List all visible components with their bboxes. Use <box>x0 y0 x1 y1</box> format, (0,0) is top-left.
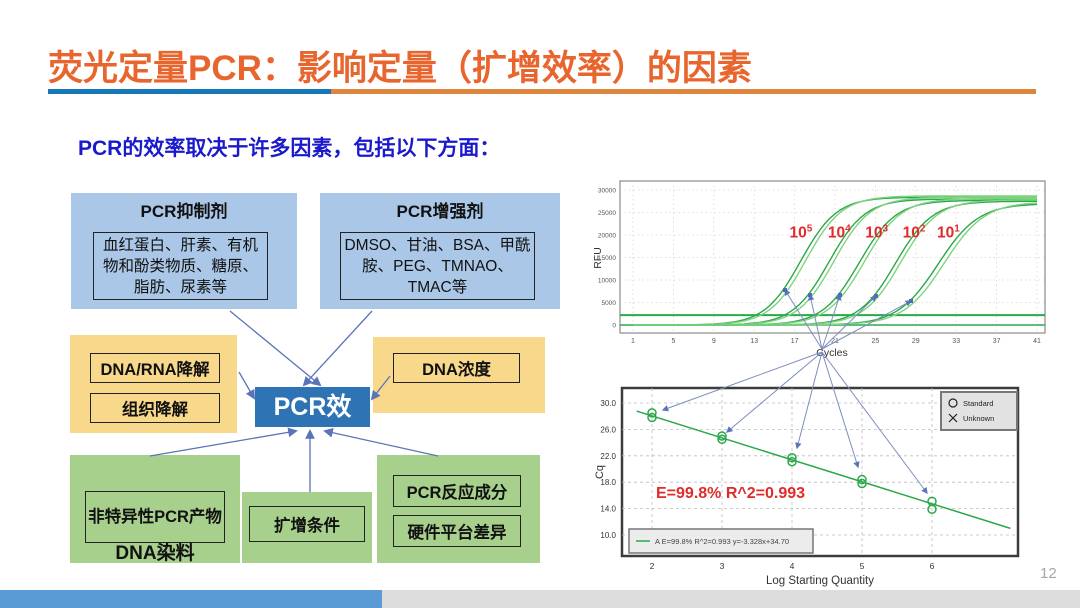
label-dna-dye: DNA染料 <box>115 543 195 564</box>
box-nonspecific-products: 非特异性PCR产物 <box>70 455 240 563</box>
svg-text:6: 6 <box>930 561 935 571</box>
box-degradation: DNA/RNA降解 组织降解 <box>70 335 237 433</box>
svg-text:Standard: Standard <box>963 399 993 408</box>
svg-text:17: 17 <box>791 338 799 345</box>
subtitle: PCR的效率取决于许多因素，包括以下方面： <box>78 137 501 160</box>
svg-text:103: 103 <box>865 223 888 241</box>
svg-text:105: 105 <box>790 223 813 241</box>
box-reaction-factors: PCR反应成分 硬件平台差异 <box>377 455 540 563</box>
box-pcr-enhancers-body: DMSO、甘油、BSA、甲酰胺、PEG、TMNAO、TMAC等 <box>340 232 535 300</box>
svg-text:13: 13 <box>750 338 758 345</box>
label-reaction-components: PCR反应成分 <box>393 475 521 507</box>
svg-text:3: 3 <box>720 561 725 571</box>
footer-bar-blue <box>0 590 382 608</box>
svg-text:22.0: 22.0 <box>600 452 616 461</box>
svg-text:30.0: 30.0 <box>600 399 616 408</box>
svg-text:102: 102 <box>903 223 926 241</box>
page-number: 12 <box>1040 565 1057 582</box>
svg-text:18.0: 18.0 <box>600 478 616 487</box>
svg-text:Log Starting Quantity: Log Starting Quantity <box>766 575 874 587</box>
svg-text:41: 41 <box>1033 338 1041 345</box>
label-tissue-degradation: 组织降解 <box>90 393 220 423</box>
svg-text:37: 37 <box>993 338 1001 345</box>
box-pcr-enhancers-title: PCR增强剂 <box>396 202 484 221</box>
label-dna-rna-degradation: DNA/RNA降解 <box>90 353 220 383</box>
box-pcr-inhibitors-body: 血红蛋白、肝素、有机物和酚类物质、糖原、脂肪、尿素等 <box>93 232 268 300</box>
svg-text:A E=99.8% R^2=0.993 y=-3.328x+: A E=99.8% R^2=0.993 y=-3.328x+34.70 <box>655 537 789 546</box>
label-amplification-conditions: 扩增条件 <box>249 506 365 542</box>
box-pcr-inhibitors: PCR抑制剂 血红蛋白、肝素、有机物和酚类物质、糖原、脂肪、尿素等 <box>71 193 297 309</box>
svg-text:Cycles: Cycles <box>816 347 848 359</box>
label-dna-concentration: DNA浓度 <box>393 353 520 383</box>
label-nonspecific-products: 非特异性PCR产物 <box>85 491 225 543</box>
svg-text:E=99.8% R^2=0.993: E=99.8% R^2=0.993 <box>656 485 805 502</box>
svg-text:5000: 5000 <box>602 300 617 307</box>
svg-text:29: 29 <box>912 338 920 345</box>
box-pcr-enhancers: PCR增强剂 DMSO、甘油、BSA、甲酰胺、PEG、TMNAO、TMAC等 <box>320 193 560 309</box>
svg-text:25: 25 <box>872 338 880 345</box>
box-amplification-conditions: 扩增条件 <box>242 492 372 563</box>
svg-text:RFU: RFU <box>592 247 604 269</box>
svg-text:10.0: 10.0 <box>600 531 616 540</box>
box-pcr-inhibitors-title: PCR抑制剂 <box>140 202 228 221</box>
svg-text:5: 5 <box>860 561 865 571</box>
svg-text:4: 4 <box>790 561 795 571</box>
svg-text:30000: 30000 <box>598 188 616 195</box>
svg-text:5: 5 <box>671 338 675 345</box>
svg-text:0: 0 <box>612 323 616 330</box>
svg-text:Unknown: Unknown <box>963 414 994 423</box>
svg-text:Cq: Cq <box>594 465 606 479</box>
svg-text:2: 2 <box>650 561 655 571</box>
svg-text:104: 104 <box>828 223 851 241</box>
center-pcr-efficiency-box: PCR效 <box>255 387 370 427</box>
svg-text:21: 21 <box>831 338 839 345</box>
svg-text:15000: 15000 <box>598 255 616 262</box>
title-underline-orange <box>331 89 1036 94</box>
label-hardware-difference: 硬件平台差异 <box>393 515 521 547</box>
svg-text:26.0: 26.0 <box>600 425 616 434</box>
svg-text:10000: 10000 <box>598 278 616 285</box>
page-title: 荧光定量PCR：影响定量（扩增效率）的因素 <box>48 49 752 88</box>
svg-text:14.0: 14.0 <box>600 505 616 514</box>
box-dna-concentration: DNA浓度 <box>373 337 545 413</box>
svg-text:20000: 20000 <box>598 233 616 240</box>
svg-text:9: 9 <box>712 338 716 345</box>
svg-text:1: 1 <box>631 338 635 345</box>
footer-bar-gray <box>382 590 1080 608</box>
svg-text:25000: 25000 <box>598 210 616 217</box>
svg-text:101: 101 <box>937 223 960 241</box>
svg-text:33: 33 <box>952 338 960 345</box>
title-underline-blue <box>48 89 331 94</box>
